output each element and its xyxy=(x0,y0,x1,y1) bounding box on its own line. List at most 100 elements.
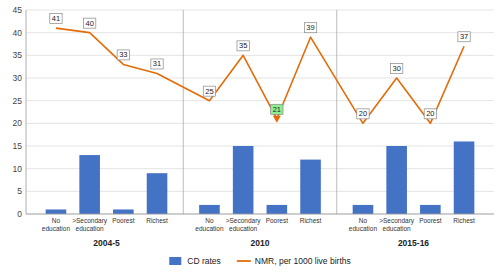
x-tick-label: >Secondaryeducation xyxy=(226,217,262,232)
x-tick-label-line: education xyxy=(76,225,105,232)
bar xyxy=(199,205,220,214)
x-tick-label: Noeducation xyxy=(42,217,71,232)
legend-label: CD rates xyxy=(187,256,221,266)
x-tick-label-line: education xyxy=(349,225,378,232)
group-label: 2010 xyxy=(251,238,270,248)
y-tick-label: 40 xyxy=(13,28,23,38)
grid-line xyxy=(26,100,494,101)
grid-line xyxy=(26,214,494,215)
x-tick-label: Richest xyxy=(453,217,475,224)
x-tick-label-line: Poorest xyxy=(419,217,442,224)
y-tick-label: 35 xyxy=(13,50,23,60)
data-label: 37 xyxy=(460,32,468,41)
data-label: 20 xyxy=(359,109,367,118)
grid-line xyxy=(26,123,494,124)
y-tick-label: 20 xyxy=(13,118,23,128)
x-tick-label: Poorest xyxy=(266,217,289,224)
x-tick-label-line: No xyxy=(52,217,61,224)
x-axis-line xyxy=(26,214,494,215)
x-tick-label: Noeducation xyxy=(349,217,378,232)
x-tick-label-line: No xyxy=(205,217,214,224)
x-tick-label: Richest xyxy=(300,217,322,224)
grid-line xyxy=(26,78,494,79)
data-label-box xyxy=(458,32,470,42)
data-label: 35 xyxy=(239,41,247,50)
bar xyxy=(46,209,67,214)
data-label-box xyxy=(424,109,436,119)
bar xyxy=(233,146,254,214)
y-tick-label: 30 xyxy=(13,73,23,83)
group-separator xyxy=(336,10,337,214)
bar xyxy=(386,146,407,214)
x-tick-label-line: Poorest xyxy=(266,217,289,224)
data-label-box xyxy=(237,41,249,51)
x-tick-label: >Secondaryeducation xyxy=(379,217,415,232)
group-separator xyxy=(183,10,184,214)
bar xyxy=(454,141,475,214)
x-tick-label-line: No xyxy=(359,217,368,224)
data-label: 20 xyxy=(426,109,434,118)
legend-swatch xyxy=(237,260,251,262)
y-axis-line xyxy=(26,10,27,214)
x-tick-label-line: education xyxy=(42,225,71,232)
plot-area xyxy=(46,28,475,214)
data-labels: 41 40 33 31 25 35 21 39 20 30 20 37 xyxy=(50,14,470,119)
y-tick-label: 5 xyxy=(17,186,22,196)
marker xyxy=(273,116,281,123)
grid-line xyxy=(26,146,494,147)
x-tick-label-line: Richest xyxy=(453,217,475,224)
legend-item: CD rates xyxy=(169,256,221,266)
data-label-box xyxy=(50,14,62,24)
x-tick-label: Noeducation xyxy=(195,217,224,232)
data-label: 33 xyxy=(119,50,127,59)
x-tick-label-line: Poorest xyxy=(112,217,135,224)
data-label-box xyxy=(357,109,369,119)
y-tick-label: 10 xyxy=(13,164,23,174)
x-tick-label-line: Richest xyxy=(146,217,168,224)
bar xyxy=(113,209,134,214)
x-tick-label: >Secondaryeducation xyxy=(72,217,108,232)
data-label: 30 xyxy=(392,64,400,73)
x-tick-label-line: education xyxy=(229,225,258,232)
x-tick-label: Poorest xyxy=(419,217,442,224)
bar xyxy=(420,205,441,214)
data-label-box xyxy=(271,104,283,114)
y-tick-label: 25 xyxy=(13,96,23,106)
data-label: 25 xyxy=(205,87,213,96)
x-tick-label-line: education xyxy=(195,225,224,232)
data-label-box xyxy=(151,59,163,69)
data-label: 21 xyxy=(273,105,281,114)
legend-item: NMR, per 1000 live births xyxy=(237,256,351,266)
x-tick-label: Poorest xyxy=(112,217,135,224)
chart: 0 5 10 15 20 25 30 35 40 45 41 40 33 31 25 35 21 39 20 30 20… xyxy=(0,0,500,272)
bar xyxy=(79,155,100,214)
bar xyxy=(300,160,321,214)
grid-line xyxy=(26,32,494,33)
data-label: 40 xyxy=(85,19,93,28)
legend-swatch xyxy=(169,257,181,265)
bar xyxy=(267,205,288,214)
bar xyxy=(353,205,374,214)
line xyxy=(56,28,464,123)
data-label: 39 xyxy=(306,23,314,32)
x-tick-label: Richest xyxy=(146,217,168,224)
x-tick-label-line: Richest xyxy=(300,217,322,224)
y-tick-label: 15 xyxy=(13,141,23,151)
bar xyxy=(147,173,168,214)
data-label-box xyxy=(304,23,316,33)
y-tick-label: 45 xyxy=(13,5,23,15)
legend: CD rates NMR, per 1000 live births xyxy=(169,256,350,266)
x-tick-label-line: education xyxy=(383,225,412,232)
data-label-box xyxy=(83,18,95,28)
group-label: 2015-16 xyxy=(398,238,429,248)
data-label-box xyxy=(117,50,129,60)
data-label: 41 xyxy=(52,14,60,23)
legend-label: NMR, per 1000 live births xyxy=(255,256,351,266)
data-label-box xyxy=(203,86,215,96)
y-tick-label: 0 xyxy=(17,209,22,219)
group-label: 2004-5 xyxy=(93,238,120,248)
data-label-box xyxy=(390,64,402,74)
grid-line xyxy=(26,10,494,11)
data-label: 31 xyxy=(153,59,161,68)
grid-line xyxy=(26,55,494,56)
